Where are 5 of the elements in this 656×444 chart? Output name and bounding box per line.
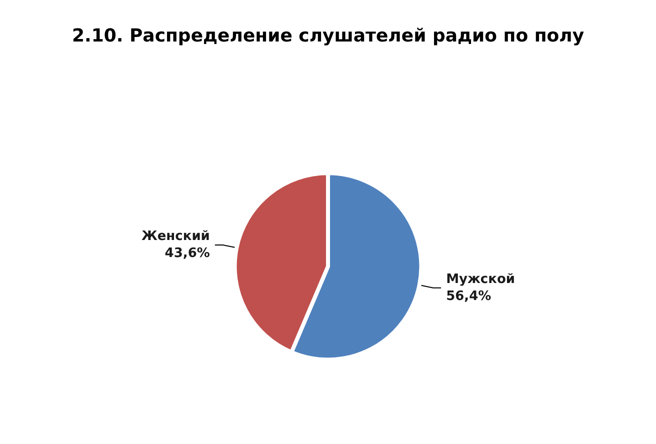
slice-label: Женский	[141, 228, 210, 244]
data-label: 56,4%	[446, 288, 492, 304]
slice-label: Мужской	[446, 272, 515, 287]
chart-title: 2.10. Распределение слушателей радио по полу	[72, 26, 584, 46]
data-label: 43,6%	[164, 246, 210, 261]
